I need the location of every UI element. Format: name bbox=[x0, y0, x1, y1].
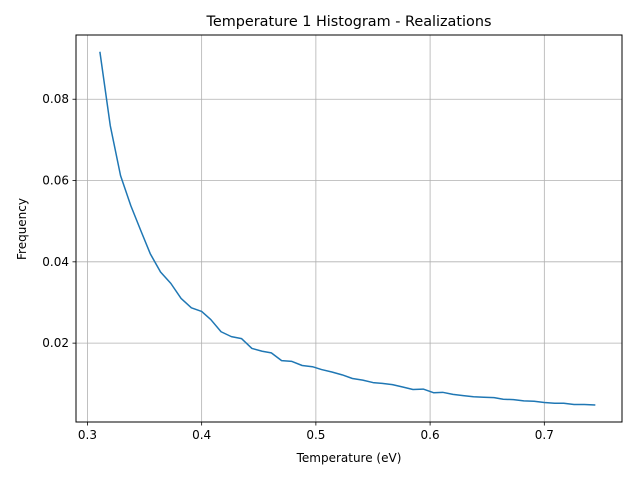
x-tick-label: 0.4 bbox=[192, 428, 211, 442]
series-line bbox=[99, 51, 596, 406]
series-layer bbox=[99, 51, 596, 406]
x-axis-ticks: 0.3 0.4 0.5 0.6 0.7 bbox=[78, 422, 554, 442]
x-tick-label: 0.3 bbox=[78, 428, 97, 442]
x-tick-label: 0.7 bbox=[535, 428, 554, 442]
x-tick-label: 0.6 bbox=[421, 428, 440, 442]
chart-title: Temperature 1 Histogram - Realizations bbox=[206, 14, 492, 30]
plot-area-frame bbox=[75, 34, 623, 423]
y-tick-label: 0.08 bbox=[42, 92, 69, 106]
y-axis-label: Frequency bbox=[15, 198, 29, 260]
y-axis-ticks: 0.02 0.04 0.06 0.08 bbox=[42, 92, 76, 350]
y-tick-label: 0.04 bbox=[42, 255, 69, 269]
x-tick-label: 0.5 bbox=[306, 428, 325, 442]
y-tick-label: 0.02 bbox=[42, 336, 69, 350]
x-axis-label: Temperature (eV) bbox=[296, 451, 402, 465]
y-tick-label: 0.06 bbox=[42, 174, 69, 188]
grid-lines bbox=[76, 35, 622, 422]
plot-area-background bbox=[76, 35, 622, 422]
